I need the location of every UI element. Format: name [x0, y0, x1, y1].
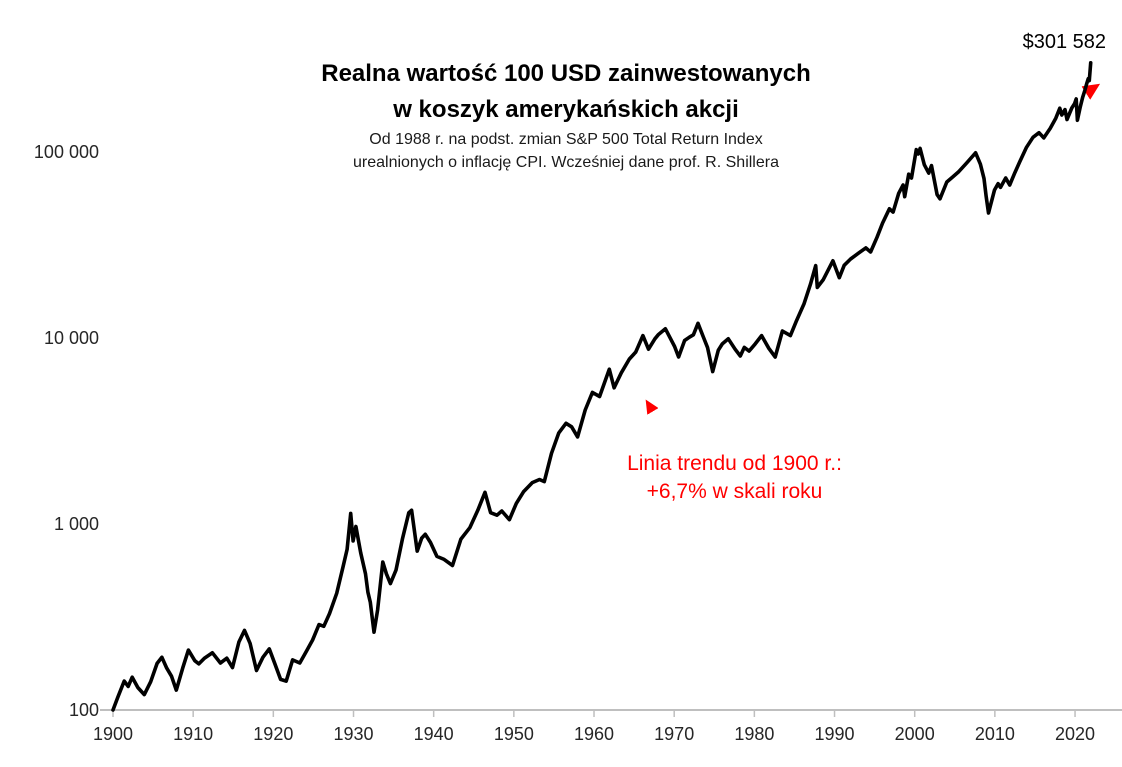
trend-annotation-line-1: Linia trendu od 1900 r.: [627, 452, 842, 475]
x-axis-label: 1970 [654, 724, 695, 744]
x-axis-label: 1950 [493, 724, 534, 744]
x-axis-label: 2010 [974, 724, 1015, 744]
chart-title-line-1: Realna wartość 100 USD zainwestowanych [321, 60, 811, 87]
x-axis-ticks [112, 710, 1076, 717]
final-value-label: $301 582 [1022, 31, 1106, 53]
chart-subtitle-line-2: urealnionych o inflację CPI. Wcześniej d… [353, 154, 779, 171]
x-axis-label: 1940 [413, 724, 454, 744]
chart-subtitle-line-1: Od 1988 r. na podst. zmian S&P 500 Total… [369, 131, 763, 148]
x-axis-label: 1930 [333, 724, 374, 744]
trend-annotation-line-2: +6,7% w skali roku [646, 480, 823, 503]
chart-title-line-2: w koszyk amerykańskich akcji [393, 96, 739, 123]
x-axis-label: 2020 [1055, 724, 1096, 744]
x-axis-label: 2000 [894, 724, 935, 744]
x-axis-label: 1990 [814, 724, 855, 744]
y-axis-label: 10 000 [43, 328, 99, 348]
x-axis-label: 1960 [573, 724, 615, 744]
x-axis-label: 1980 [734, 724, 775, 744]
x-axis-label: 1910 [173, 724, 214, 744]
series-line [111, 61, 1093, 712]
annotation-arrow-icon [645, 399, 659, 415]
y-axis-label: 100 000 [33, 142, 99, 162]
chart-header: Realna wartość 100 USD zainwestowanych w… [106, 56, 1026, 174]
x-axis-label: 1900 [92, 724, 134, 744]
trend-annotation: Linia trendu od 1900 r.: +6,7% w skali r… [562, 450, 907, 506]
y-axis-label: 1 000 [53, 514, 99, 534]
y-axis-label: 100 [68, 700, 99, 720]
x-axis-label: 1920 [253, 724, 294, 744]
